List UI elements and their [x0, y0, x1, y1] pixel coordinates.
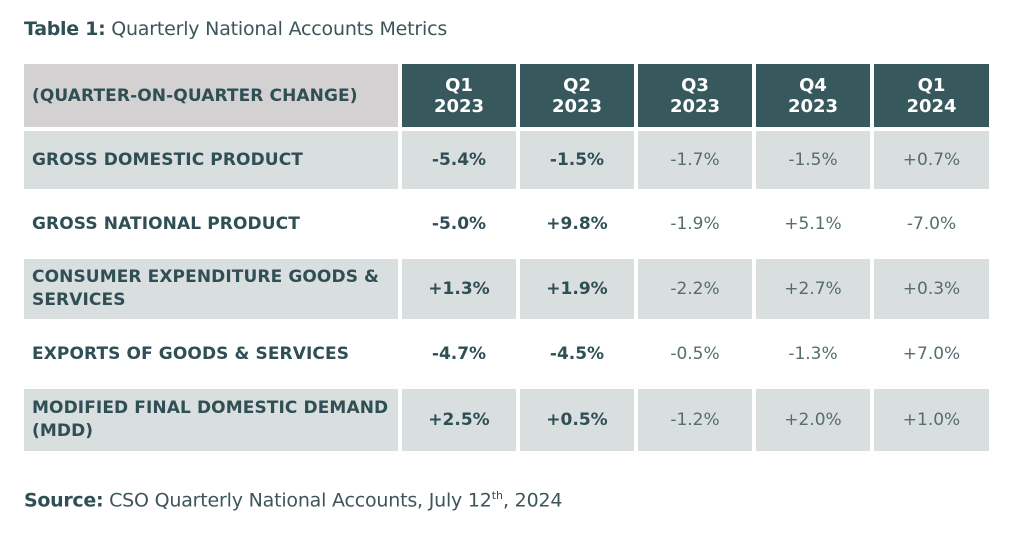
- column-quarter: Q1: [917, 74, 946, 96]
- column-header-q4-2023: Q4 2023: [756, 64, 870, 127]
- row-label-exports: EXPORTS OF GOODS & SERVICES: [32, 343, 350, 364]
- column-year: 2024: [906, 95, 957, 117]
- source-tail: , 2024: [503, 489, 563, 512]
- table-cell: -5.4%: [402, 131, 516, 189]
- table-cell: +7.0%: [902, 344, 961, 364]
- column-quarter: Q2: [563, 74, 591, 96]
- table-cell: +5.1%: [784, 214, 842, 234]
- row-label-consumer-expenditure: CONSUMER EXPENDITURE GOODS & SERVICES: [24, 259, 398, 319]
- table-cell: -1.2%: [638, 389, 752, 451]
- source-lead: Source:: [24, 489, 104, 512]
- column-header-q1-2024: Q1 2024: [874, 64, 989, 127]
- table-cell: -1.7%: [638, 131, 752, 189]
- table-cell: -4.7%: [431, 344, 487, 364]
- table-cell: -7.0%: [906, 214, 957, 234]
- table-cell: +0.3%: [874, 259, 989, 319]
- table-cell: +0.5%: [520, 389, 634, 451]
- source-text: CSO Quarterly National Accounts, July 12: [103, 489, 492, 512]
- row-label-gdp: GROSS DOMESTIC PRODUCT: [24, 131, 398, 189]
- source-note: Source: CSO Quarterly National Accounts,…: [24, 482, 562, 514]
- table-cell: +2.7%: [756, 259, 870, 319]
- table-cell: -2.2%: [638, 259, 752, 319]
- row-label-gnp: GROSS NATIONAL PRODUCT: [32, 213, 300, 234]
- caption-text: Quarterly National Accounts Metrics: [105, 18, 448, 40]
- table-cell: -1.5%: [756, 131, 870, 189]
- table-caption: Table 1: Quarterly National Accounts Met…: [24, 16, 447, 42]
- table-cell: -1.3%: [788, 344, 838, 364]
- caption-lead: Table 1:: [24, 18, 106, 40]
- column-header-q3-2023: Q3 2023: [638, 64, 752, 127]
- table-cell: -5.0%: [431, 214, 487, 234]
- table-cell: -1.9%: [670, 214, 720, 234]
- table-cell: +2.5%: [402, 389, 516, 451]
- column-header-q2-2023: Q2 2023: [520, 64, 634, 127]
- column-header-q1-2023: Q1 2023: [402, 64, 516, 127]
- column-year: 2023: [433, 95, 485, 117]
- column-year: 2023: [787, 95, 839, 117]
- row-label-mdd: MODIFIED FINAL DOMESTIC DEMAND (MDD): [24, 389, 398, 451]
- column-quarter: Q1: [445, 74, 473, 96]
- column-quarter: Q3: [681, 74, 709, 96]
- metrics-table: (QUARTER-ON-QUARTER CHANGE) Q1 2023 Q2 2…: [24, 64, 993, 451]
- table-cell: +1.3%: [402, 259, 516, 319]
- table-cell: -4.5%: [549, 344, 605, 364]
- column-year: 2023: [669, 95, 721, 117]
- table-cell: +1.0%: [874, 389, 989, 451]
- source-superscript: th: [491, 489, 503, 502]
- table-cell: +2.0%: [756, 389, 870, 451]
- table-cell: +1.9%: [520, 259, 634, 319]
- table-cell: +9.8%: [546, 214, 608, 234]
- table-cell: +0.7%: [874, 131, 989, 189]
- table-cell: -1.5%: [520, 131, 634, 189]
- column-year: 2023: [551, 95, 603, 117]
- header-label: (QUARTER-ON-QUARTER CHANGE): [24, 64, 398, 127]
- table-cell: -0.5%: [670, 344, 720, 364]
- column-quarter: Q4: [799, 74, 827, 96]
